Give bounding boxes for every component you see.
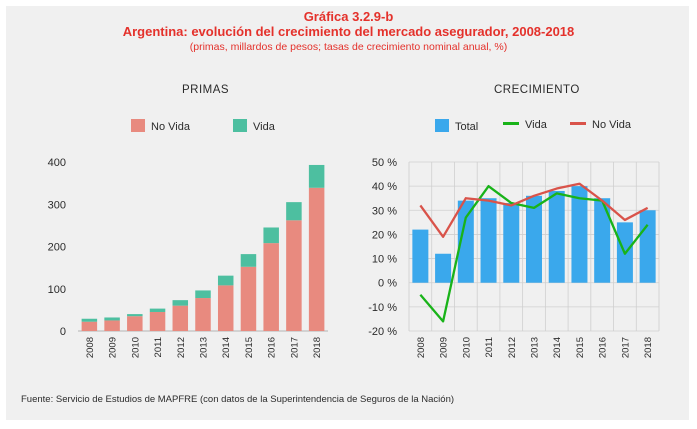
primas-bar-vida [104,317,120,321]
crecimiento-line-vida [419,184,649,323]
crecimiento-y-tick-label: 30 % [372,205,397,217]
primas-bar-vida [217,275,234,286]
legend-item-no-vida: No Vida [131,119,190,133]
primas-x-tick-label: 2013 [199,337,210,358]
primas-x-tick-label: 2012 [176,337,187,358]
primas-bar-vida [308,164,325,188]
primas-x-tick-label: 2016 [267,337,278,358]
legend-swatch-total [435,119,449,132]
crecimiento-y-tick-label: 50 % [372,157,397,169]
crecimiento-x-tick-label: 2016 [598,337,609,358]
primas-bar-vida [172,300,189,306]
primas-x-tick-label: 2008 [85,337,96,358]
crecimiento-bar-total [480,198,497,283]
primas-y-tick-label: 100 [48,284,66,296]
crecimiento-bar-total [457,200,474,283]
primas-x-tick-label: 2014 [221,337,232,358]
primas-x-tick-label: 2018 [312,337,323,358]
primas-x-tick-label: 2017 [289,337,300,358]
primas-bar-no-vida [149,311,166,331]
crecimiento-x-tick-label: 2014 [552,337,563,358]
crecimiento-bar-total [571,186,588,283]
primas-bar-no-vida [104,320,120,331]
crecimiento-x-tick-label: 2017 [620,337,631,358]
crecimiento-x-tick-label: 2012 [507,337,518,358]
primas-y-tick-label: 400 [48,157,66,169]
chart-subtitle: (primas, millardos de pesos; tasas de cr… [189,41,508,53]
crecimiento-chart-title: CRECIMIENTO [494,84,580,96]
crecimiento-bar-total [435,253,452,283]
primas-bar-vida [286,202,302,221]
primas-bar-vida [81,318,98,322]
source-note: Fuente: Servicio de Estudios de MAPFRE (… [21,394,455,405]
primas-bar-no-vida [127,316,143,331]
crecimiento-y-tick-label: -20 % [368,326,397,338]
primas-y-tick-label: 0 [60,326,66,338]
crecimiento-y-tick-label: -10 % [368,302,397,314]
primas-bar-no-vida [263,243,279,331]
legend-label-no-vida: No Vida [151,121,190,133]
primas-x-tick-label: 2010 [130,337,141,358]
primas-y-tick-label: 200 [48,242,66,254]
crecimiento-x-tick-label: 2011 [484,337,495,357]
legend-label-no-vida-line: No Vida [592,119,631,131]
legend-item-total: Total [435,119,478,133]
primas-bar-no-vida [240,266,257,331]
crecimiento-x-tick-label: 2008 [416,337,427,358]
primas-bar-no-vida [172,305,189,331]
crecimiento-bar-total [412,229,429,283]
primas-bar-vida [240,254,257,267]
primas-bar-no-vida [81,321,98,331]
legend-label-vida-line: Vida [525,119,547,131]
chart-number: Gráfica 3.2.9-b [303,9,394,24]
crecimiento-y-tick-label: 20 % [372,229,397,241]
crecimiento-x-tick-label: 2009 [439,337,450,358]
crecimiento-x-tick-label: 2015 [575,337,586,358]
legend-swatch-no-vida [131,119,145,132]
crecimiento-bar-total [503,203,520,283]
primas-y-tick-label: 300 [48,199,66,211]
crecimiento-x-tick-label: 2013 [530,337,541,358]
legend-line-vida [503,122,519,125]
crecimiento-y-tick-label: 40 % [372,181,397,193]
primas-bar-vida [149,308,166,312]
primas-bar-no-vida [195,298,211,331]
primas-x-tick-label: 2015 [244,337,255,358]
crecimiento-y-tick-label: 10 % [372,254,397,266]
primas-bar-no-vida [308,187,325,331]
legend-line-no-vida [570,122,586,125]
primas-chart-title: PRIMAS [182,84,230,96]
primas-x-tick-label: 2009 [108,337,119,358]
legend-item-vida-line: Vida [503,119,547,131]
primas-bar-vida [263,227,279,244]
crecimiento-bar-total [639,210,656,283]
crecimiento-x-tick-label: 2018 [643,337,654,358]
legend-label-total: Total [455,121,479,133]
crecimiento-y-tick-label: 0 % [378,278,397,290]
legend-item-no-vida-line: No Vida [570,119,631,131]
primas-bar-no-vida [217,285,234,331]
legend-swatch-vida [233,119,247,132]
crecimiento-line-no-vida [419,182,649,238]
primas-x-tick-label: 2011 [153,337,164,357]
primas-bar-vida [127,314,143,317]
crecimiento-x-tick-label: 2010 [461,337,472,358]
crecimiento-bar-total [526,195,542,283]
chart-title: Argentina: evolución del crecimiento del… [122,24,575,39]
crecimiento-bar-total [548,190,565,283]
legend-label-vida: Vida [253,121,275,133]
legend-item-vida: Vida [233,119,275,133]
crecimiento-bar-total [594,198,611,283]
primas-bar-no-vida [286,220,302,331]
primas-bar-vida [195,290,211,299]
